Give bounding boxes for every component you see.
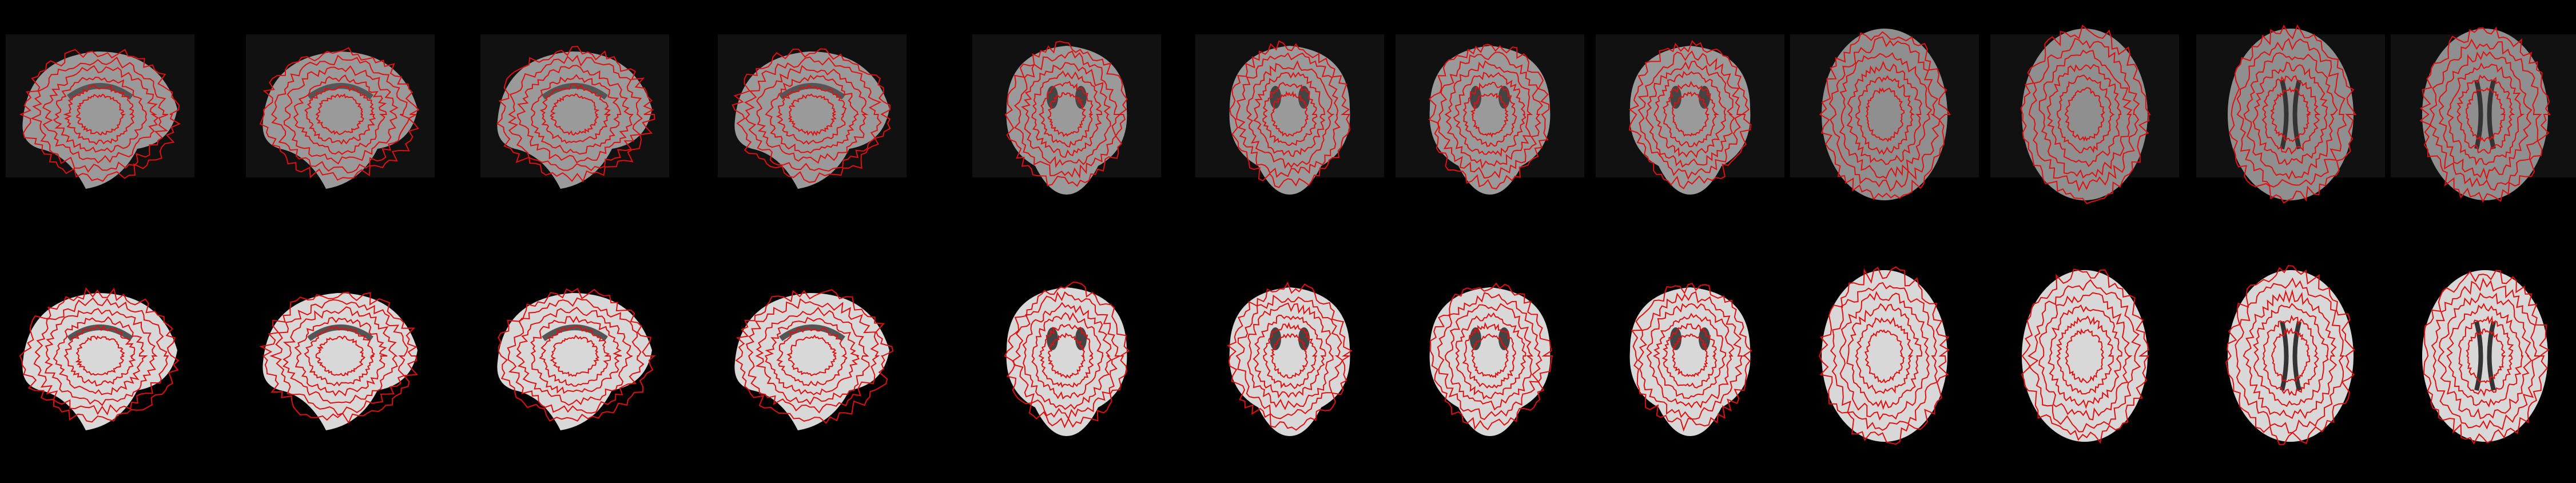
sagittal-slice xyxy=(6,253,194,459)
brain-tissue xyxy=(1429,46,1551,195)
coronal-slice xyxy=(1596,11,1784,217)
brain-tissue xyxy=(1229,46,1350,195)
axial-slice xyxy=(2196,11,2385,217)
contour-overlay xyxy=(2225,265,2355,445)
brain-tissue xyxy=(22,52,177,189)
contour-overlay xyxy=(2021,268,2150,444)
brain-tissue xyxy=(22,293,177,430)
contour-overlay xyxy=(498,287,656,422)
coronal-slice xyxy=(972,253,1161,459)
contour-overlay xyxy=(1428,43,1550,190)
contour-overlay xyxy=(2419,26,2551,203)
axial-slice xyxy=(2196,253,2385,459)
sagittal-slice xyxy=(480,11,669,217)
coronal-slice xyxy=(1396,11,1584,217)
contour-overlay xyxy=(19,287,180,423)
brain-tissue xyxy=(1429,287,1551,436)
contour-overlay xyxy=(1631,283,1752,432)
contour-overlay xyxy=(1430,282,1553,430)
contour-overlay xyxy=(496,45,655,183)
brain-tissue xyxy=(497,293,652,430)
sagittal-slice xyxy=(480,253,669,459)
functional-row xyxy=(6,11,2576,217)
axial-slice xyxy=(1990,253,2179,459)
brain-tissue xyxy=(734,52,889,189)
contour-overlay xyxy=(1628,39,1752,189)
axial-slice xyxy=(2391,253,2576,459)
anatomical-row xyxy=(0,242,2576,483)
contour-overlay xyxy=(735,289,894,424)
sagittal-slice xyxy=(246,253,435,459)
contour-overlay xyxy=(1004,41,1128,187)
contour-overlay xyxy=(1819,31,1951,200)
axial-slice xyxy=(2391,11,2576,217)
brain-tissue xyxy=(2422,270,2548,442)
brain-tissue xyxy=(497,52,652,189)
coronal-slice xyxy=(1596,253,1784,459)
axial-slice xyxy=(1790,11,1979,217)
contour-overlay xyxy=(1819,266,1950,445)
sagittal-slice xyxy=(718,11,907,217)
axial-slice xyxy=(1790,253,1979,459)
coronal-slice xyxy=(972,11,1161,217)
contour-overlay xyxy=(1229,40,1351,188)
contour-overlay xyxy=(2020,25,2151,204)
brain-tissue xyxy=(1006,46,1127,195)
contour-overlay xyxy=(1227,282,1353,431)
contour-overlay xyxy=(2423,270,2550,445)
brain-tissue xyxy=(1822,29,1947,200)
coronal-slice xyxy=(1195,253,1384,459)
coronal-slice xyxy=(1396,253,1584,459)
contour-overlay xyxy=(732,48,891,183)
sagittal-slice xyxy=(246,11,435,217)
sagittal-slice xyxy=(6,11,194,217)
contour-overlay xyxy=(2229,24,2357,204)
axial-slice xyxy=(1990,11,2179,217)
contour-overlay xyxy=(19,49,181,182)
coronal-slice xyxy=(1195,11,1384,217)
contour-overlay xyxy=(1004,282,1130,429)
brain-tissue xyxy=(1629,287,1751,436)
sagittal-slice xyxy=(718,253,907,459)
contour-overlay xyxy=(259,47,420,181)
contour-overlay xyxy=(259,291,419,424)
